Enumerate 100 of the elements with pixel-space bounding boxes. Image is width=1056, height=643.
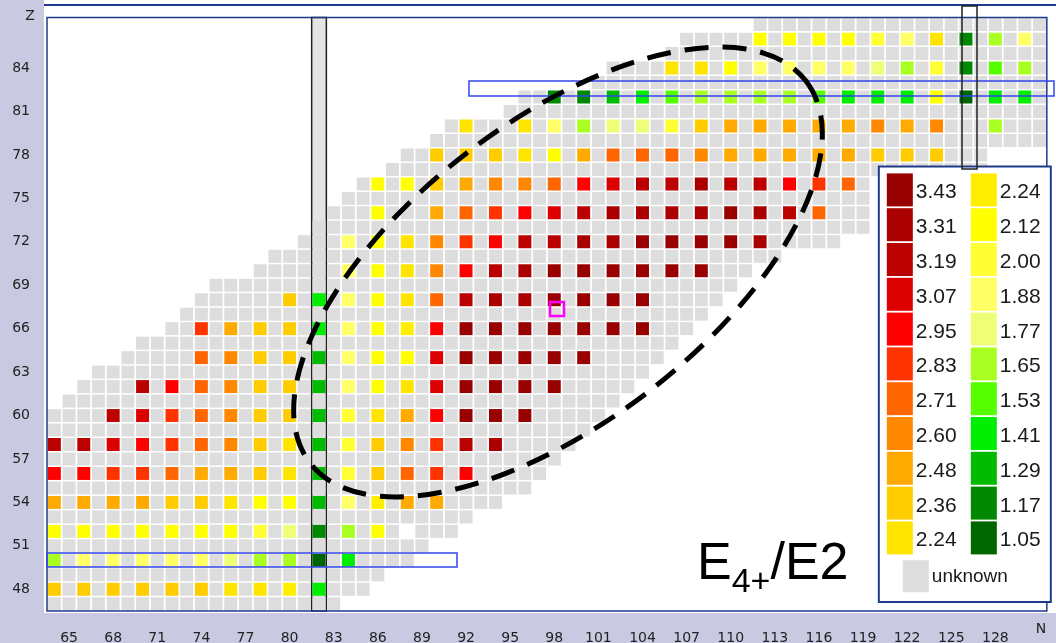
point	[547, 206, 561, 220]
point	[165, 553, 179, 567]
legend-label: 2.95	[915, 318, 957, 342]
point	[371, 322, 385, 336]
point	[341, 466, 355, 480]
x-tick-label: 89	[413, 629, 431, 643]
point	[371, 495, 385, 509]
point	[636, 293, 649, 307]
point	[488, 409, 502, 423]
point	[518, 380, 532, 394]
point	[77, 524, 91, 538]
point	[400, 495, 414, 509]
point	[900, 148, 914, 162]
point	[312, 380, 326, 394]
point	[871, 119, 885, 133]
legend-label: 2.71	[915, 388, 957, 412]
point	[371, 206, 385, 220]
point	[694, 206, 708, 220]
point	[224, 466, 238, 480]
point	[988, 119, 1002, 133]
point	[488, 264, 502, 278]
point	[253, 466, 267, 480]
point	[606, 206, 620, 220]
x-tick-label: 107	[673, 629, 700, 643]
y-tick-label: 60	[12, 406, 30, 423]
point	[341, 322, 355, 336]
point	[106, 438, 120, 451]
point	[636, 119, 649, 133]
point	[459, 380, 473, 394]
point	[841, 32, 855, 46]
point	[253, 582, 267, 596]
point	[577, 322, 591, 336]
point	[930, 148, 944, 162]
point	[371, 264, 385, 278]
x-tick-label: 128	[982, 629, 1009, 643]
point	[606, 148, 620, 162]
y-tick-label: 78	[12, 145, 30, 162]
point	[312, 351, 326, 365]
y-tick-label: 66	[12, 319, 31, 336]
point	[400, 235, 414, 249]
point	[1018, 32, 1032, 46]
y-tick-label: 69	[12, 275, 30, 292]
point	[665, 61, 679, 75]
point	[871, 32, 885, 46]
x-tick-label: 68	[104, 629, 123, 643]
point	[253, 409, 267, 423]
point	[665, 264, 679, 278]
point	[547, 119, 561, 133]
y-axis-title: Z	[25, 6, 35, 23]
point	[753, 32, 767, 46]
point	[665, 235, 679, 249]
point	[783, 119, 797, 133]
point	[194, 466, 208, 480]
x-tick-label: 74	[192, 629, 211, 643]
point	[106, 495, 120, 509]
point	[665, 148, 679, 162]
point	[136, 466, 150, 480]
x-tick-label: 83	[324, 629, 343, 643]
point	[488, 206, 502, 220]
point	[400, 351, 414, 365]
point	[371, 351, 385, 365]
y-tick-label: 81	[12, 102, 30, 119]
point	[547, 351, 561, 365]
point	[253, 438, 267, 451]
point	[371, 524, 385, 538]
point	[459, 119, 473, 133]
x-tick-label: 125	[937, 629, 965, 643]
point	[488, 351, 502, 365]
point	[488, 293, 502, 307]
point	[430, 293, 444, 307]
point	[400, 409, 414, 423]
point	[518, 119, 532, 133]
point	[988, 32, 1002, 46]
point	[665, 177, 679, 191]
point	[165, 438, 179, 451]
point	[783, 148, 797, 162]
point	[341, 553, 355, 567]
legend-label: 1.77	[999, 318, 1041, 342]
point	[224, 322, 238, 336]
legend-label: 3.31	[915, 214, 957, 238]
point	[136, 582, 150, 596]
point	[77, 553, 91, 567]
point	[812, 206, 826, 220]
point	[371, 177, 385, 191]
point	[165, 466, 179, 480]
point	[900, 61, 914, 75]
point	[430, 380, 444, 394]
point	[283, 438, 297, 451]
point	[136, 553, 150, 567]
point	[194, 322, 208, 336]
point	[724, 61, 738, 75]
point	[194, 524, 208, 538]
point	[753, 235, 767, 249]
legend-label: 3.43	[915, 179, 957, 203]
point	[518, 293, 532, 307]
point	[783, 206, 797, 220]
point	[430, 322, 444, 336]
point	[430, 351, 444, 365]
point	[194, 495, 208, 509]
x-axis-title: N	[1035, 619, 1047, 636]
